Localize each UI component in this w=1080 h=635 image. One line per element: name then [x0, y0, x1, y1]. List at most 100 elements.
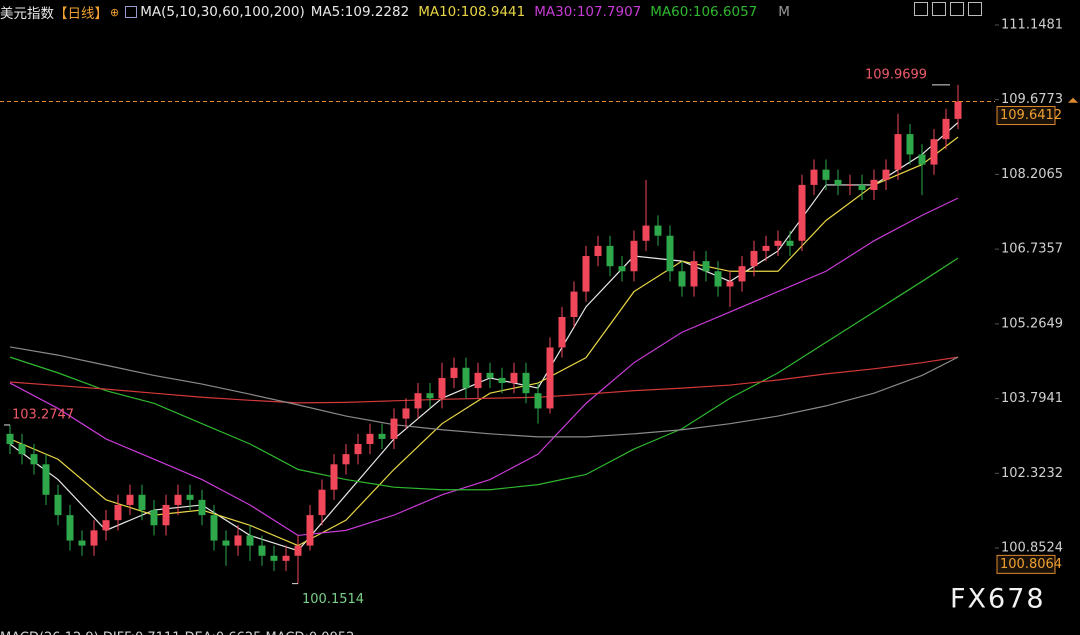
price-arrow — [1068, 97, 1078, 103]
candle-body — [78, 540, 86, 546]
candle-body — [414, 393, 422, 409]
candle-body — [18, 443, 26, 455]
candle-body — [486, 372, 494, 378]
add-icon[interactable]: ⊕ — [110, 5, 120, 19]
ma-icon[interactable] — [125, 6, 138, 18]
candle-body — [678, 271, 686, 287]
candle-body — [870, 179, 878, 190]
candle-body — [282, 555, 290, 561]
period[interactable]: 【日线】 — [54, 6, 108, 22]
candle-body — [798, 184, 806, 241]
candle-body — [642, 225, 650, 241]
candle-body — [834, 179, 842, 185]
candle-body — [666, 235, 674, 272]
indicator-label: MACD(26,12,9) DIFF:0.7111 DEA:0.6625 MAC… — [0, 631, 354, 635]
candle-body — [6, 433, 14, 444]
candle-body — [942, 118, 950, 140]
candle-body — [354, 443, 362, 455]
candle-body — [846, 184, 854, 186]
annotation: 109.9699 — [865, 67, 927, 82]
candle-body — [174, 494, 182, 505]
candle-body — [954, 101, 962, 119]
candle-body — [618, 266, 626, 272]
candle-body — [918, 154, 926, 165]
y-tick-label: 109.6773 — [1001, 92, 1063, 107]
y-tick-label: 103.7941 — [1001, 391, 1063, 406]
y-tick-label: 102.3232 — [1001, 466, 1063, 481]
tool-button[interactable] — [932, 2, 946, 16]
candle-body — [906, 134, 914, 155]
legend-entry[interactable]: MA5:109.2282 — [310, 4, 410, 20]
tool-button[interactable] — [950, 2, 964, 16]
legend-entry[interactable]: MA60:106.6057 — [650, 4, 758, 20]
candle-body — [930, 139, 938, 165]
candle-body — [198, 499, 206, 516]
candle-body — [294, 545, 302, 556]
ma-line — [9, 136, 959, 547]
annotation: 103.2747 — [12, 407, 74, 422]
candle-body — [474, 372, 482, 389]
price-tag: 100.8064 — [1000, 557, 1062, 572]
candle-body — [774, 240, 782, 246]
candle-body — [858, 184, 866, 190]
ma-line — [9, 257, 959, 491]
candle-body — [246, 535, 254, 546]
candle-body — [138, 494, 146, 511]
candle-body — [726, 281, 734, 287]
candle-body — [66, 515, 74, 541]
candle-body — [426, 393, 434, 399]
candle-body — [498, 377, 506, 384]
candle-body — [570, 291, 578, 317]
ma-params: MA(5,10,30,60,100,200) — [140, 4, 305, 20]
toolbar — [914, 2, 982, 16]
candle-body — [750, 250, 758, 267]
candle-body — [318, 489, 326, 516]
price-tag-box — [996, 106, 1056, 126]
candle-body — [702, 261, 710, 272]
price-tag: 109.6412 — [1000, 108, 1062, 123]
candle-body — [822, 169, 830, 180]
candle-body — [186, 494, 194, 500]
candle-body — [462, 367, 470, 389]
candle-body — [90, 530, 98, 546]
candle-body — [450, 367, 458, 378]
candle-body — [390, 418, 398, 439]
legend-entry[interactable]: MA30:107.7907 — [534, 4, 642, 20]
more[interactable]: M — [778, 4, 790, 20]
ma-line — [9, 346, 959, 438]
ma-line — [9, 121, 959, 552]
candle-body — [882, 169, 890, 180]
tool-button[interactable] — [968, 2, 982, 16]
annotation: 100.1514 — [302, 592, 364, 607]
candle-body — [714, 271, 722, 287]
candle-body — [690, 261, 698, 287]
y-tick-label: 106.7357 — [1001, 242, 1063, 257]
candle-body — [270, 555, 278, 561]
candle-body — [606, 245, 614, 267]
title: 美元指数 — [0, 6, 54, 22]
candle-body — [42, 464, 50, 495]
y-tick-label: 105.2649 — [1001, 316, 1063, 331]
candle-body — [234, 535, 242, 546]
candle-body — [222, 540, 230, 546]
candle-body — [894, 134, 902, 170]
candle-body — [30, 454, 38, 465]
candle-body — [150, 510, 158, 526]
candle-body — [534, 393, 542, 409]
candle-body — [258, 545, 266, 556]
tool-button[interactable] — [914, 2, 928, 16]
candle-body — [786, 240, 794, 246]
legend-entry[interactable]: MA10:108.9441 — [418, 4, 526, 20]
price-tag-box — [996, 554, 1056, 574]
candle-body — [654, 225, 662, 236]
candle-body — [102, 520, 110, 531]
y-tick-label: 108.2065 — [1001, 167, 1063, 182]
candle-body — [594, 245, 602, 257]
candle-body — [210, 515, 218, 541]
candle-body — [630, 240, 638, 272]
candle-body — [438, 377, 446, 399]
candle-body — [738, 266, 746, 282]
candle-body — [582, 256, 590, 292]
ma-line — [9, 197, 959, 537]
candle-body — [162, 504, 170, 526]
